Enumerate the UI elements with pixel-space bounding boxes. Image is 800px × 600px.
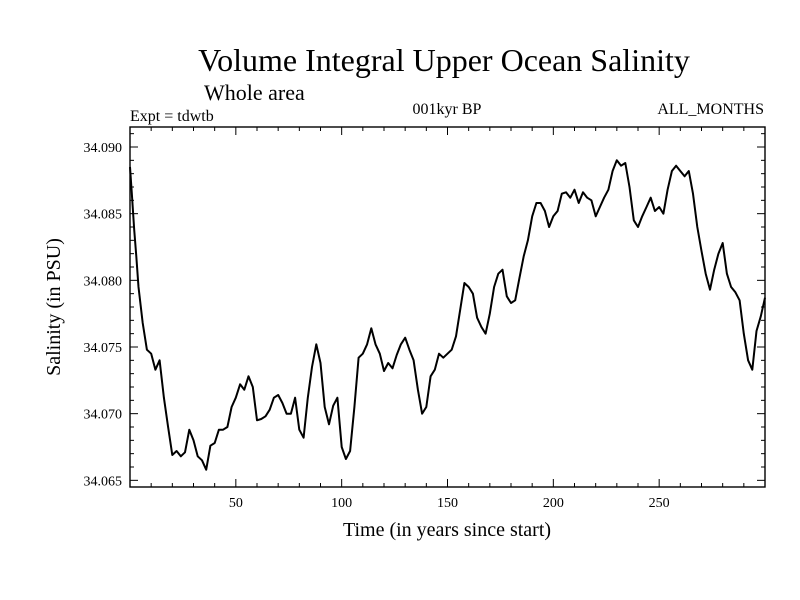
x-tick-label: 100 [331, 496, 352, 511]
tick-labels: 50 100 150 200 250 34.065 34.070 34.075 34.080 34… [84, 141, 670, 511]
y-tick-label: 34.070 [84, 408, 123, 423]
y-tick-label: 34.075 [84, 341, 123, 356]
x-axis-label: Time (in years since start) [343, 519, 551, 541]
plot-frame [129, 126, 766, 488]
y-tick-label: 34.080 [84, 274, 123, 289]
y-tick-label: 34.090 [84, 141, 123, 156]
x-tick-label: 200 [543, 496, 564, 511]
months-label: ALL_MONTHS [657, 101, 764, 118]
x-tick-label: 150 [437, 496, 458, 511]
x-tick-label: 250 [649, 496, 670, 511]
experiment-label: Expt = tdwtb [130, 108, 214, 125]
chart-subtitle: Whole area [204, 80, 305, 105]
x-tick-label: 50 [229, 496, 243, 511]
y-tick-label: 34.085 [84, 208, 123, 223]
y-tick-label: 34.065 [84, 474, 123, 489]
salinity-series-line [129, 159, 766, 471]
period-label: 001kyr BP [413, 101, 482, 118]
y-axis-label: Salinity (in PSU) [43, 238, 65, 376]
chart-title: Volume Integral Upper Ocean Salinity [198, 42, 690, 78]
